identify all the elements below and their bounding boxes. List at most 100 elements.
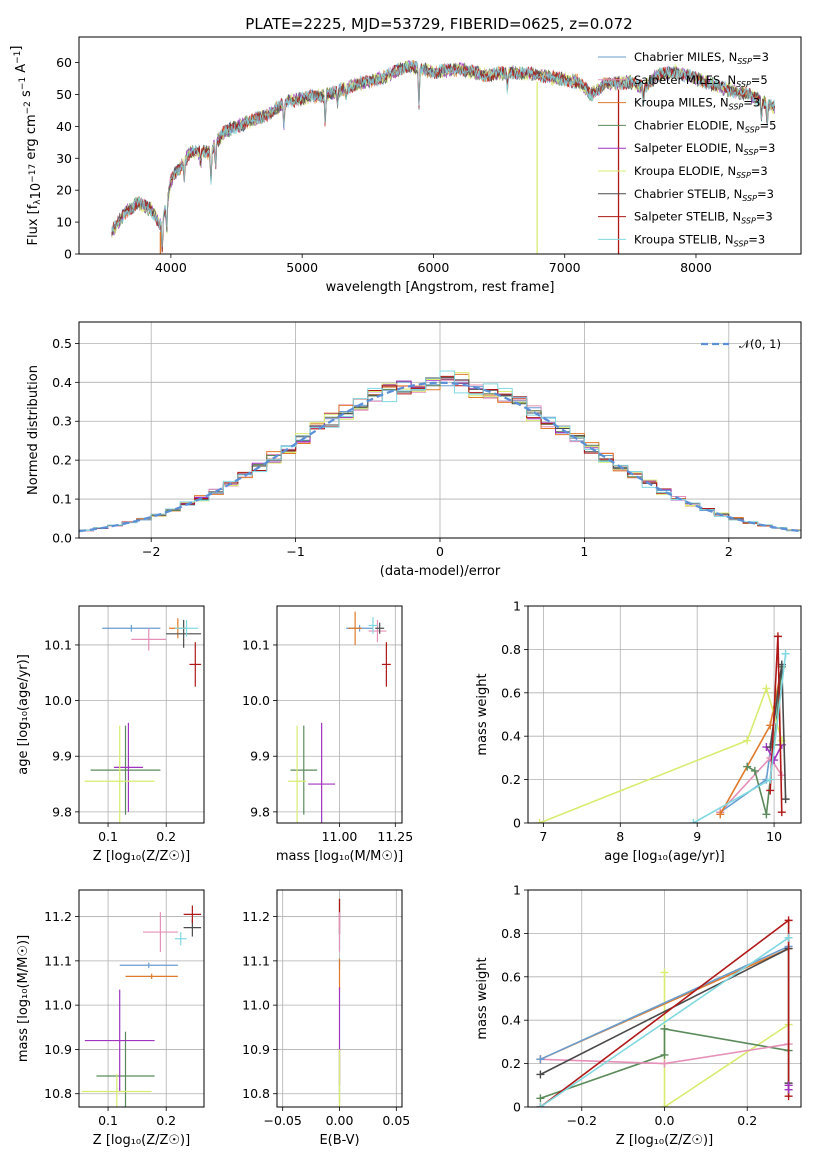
weight-point	[660, 1050, 669, 1059]
weight-point	[716, 810, 725, 819]
legend-suffix: =5	[751, 73, 768, 87]
plot-area	[79, 370, 801, 538]
errorbar-chabrier_miles	[119, 962, 178, 968]
weight-point	[762, 684, 771, 693]
x-axis-label: mass [log₁₀(M/M☉)]	[276, 849, 403, 864]
panel-spectrum: 4000 5000 6000 7000 8000 0 10 20 30 40 50 60 wavelen…	[9, 36, 802, 295]
y-tick-label: 0	[64, 247, 72, 262]
spectrum-line-chabrier_stelib	[111, 62, 775, 253]
errorbar-salpeter_miles	[368, 619, 387, 643]
y-tick-label: 10.1	[242, 637, 270, 652]
weight-line	[539, 685, 783, 823]
errorbar-chabrier_miles	[102, 624, 161, 632]
y-tick-label: 10	[56, 215, 72, 230]
legend-suffix: =3	[756, 210, 773, 224]
weight-point	[777, 808, 786, 817]
x-tick-label: 10	[766, 829, 782, 844]
legend-entry-chabrier_stelib: Chabrier STELIB, NSSP=3	[634, 187, 774, 203]
axes-frame	[78, 36, 802, 255]
weight-point	[536, 1103, 545, 1107]
weight-series-salpeter_elodie	[784, 1081, 793, 1094]
weight-point	[536, 1055, 545, 1064]
y-tick-label: 10.1	[44, 637, 72, 652]
y-tick-label: 0.6	[501, 685, 521, 700]
weight-point	[536, 1094, 545, 1103]
legend-sub: SSP	[736, 171, 751, 180]
x-axis-label: (data-model)/error	[380, 564, 501, 579]
y-tick-label: 9.8	[250, 804, 270, 819]
legend-sub: SSP	[737, 57, 752, 66]
plot-area	[111, 59, 775, 254]
weight-line	[539, 937, 790, 1107]
errorbar-chabrier_elodie	[96, 1031, 155, 1107]
y-tick-label: 30	[56, 151, 72, 166]
plot-area	[288, 611, 391, 823]
errorbar-kroupa_stelib	[368, 617, 378, 634]
x-tick-label: 0.2	[156, 1113, 176, 1128]
y-tick-label: 0.4	[501, 729, 521, 744]
legend-entry-kroupa_elodie: Kroupa ELODIE, NSSP=3	[634, 164, 768, 180]
panel-mass_vs_ebv: −0.05 0.00 0.05 10.8 10.9 11.0 11.1 11.2 E(B-V)	[242, 889, 410, 1148]
axes-frame	[78, 605, 205, 824]
legend-entry-kroupa_miles: Kroupa MILES, NSSP=3	[634, 96, 760, 112]
plot-area	[536, 916, 793, 1107]
legend-suffix: =3	[758, 141, 775, 155]
weight-point	[535, 819, 544, 823]
legend-sub: SSP	[741, 217, 756, 226]
x-tick-label: −0.05	[264, 1113, 302, 1128]
y-tick-label: 11.2	[242, 909, 270, 924]
axes-frame	[527, 889, 802, 1108]
legend-label: Salpeter MILES, N	[634, 73, 736, 87]
x-tick-label: 1	[580, 544, 588, 559]
errorbar-salpeter_stelib	[189, 642, 202, 687]
weight-point	[689, 819, 698, 823]
x-tick-label: −0.2	[567, 1113, 597, 1128]
weight-point	[660, 968, 669, 977]
weight-series-kroupa_stelib	[536, 933, 793, 1107]
legend-entry-chabrier_elodie: Chabrier ELODIE, NSSP=5	[634, 118, 776, 134]
errorbar-salpeter_elodie	[113, 722, 143, 812]
legend-label: Chabrier ELODIE, N	[634, 118, 745, 132]
x-tick-label: 8	[616, 829, 624, 844]
legend-label: Kroupa MILES, N	[634, 96, 729, 110]
errorbar-salpeter_miles	[142, 912, 178, 952]
weight-point	[784, 1085, 793, 1094]
legend-suffix: =5	[760, 118, 777, 132]
y-tick-label: 11.0	[242, 998, 270, 1013]
y-tick-label: 11.2	[44, 909, 72, 924]
panel-residuals: −2 −1 0 1 2 0.0 0.1 0.2 0.3 0.4 0.5 (data-model)/er…	[26, 321, 802, 579]
errorbar-salpeter_stelib	[381, 642, 391, 687]
legend-entry-chabrier_miles: Chabrier MILES, NSSP=3	[634, 50, 769, 66]
panel-mass_vs_Z: 0.1 0.2 10.8 10.9 11.0 11.1 11.2 Z [log₁₀(Z/Z☉)…	[16, 889, 205, 1148]
weight-series-salpeter_stelib	[766, 632, 786, 817]
y-tick-label: 11.0	[44, 998, 72, 1013]
y-tick-label: 0.2	[52, 453, 72, 468]
y-tick-label: 40	[56, 119, 72, 134]
weight-point	[743, 762, 752, 771]
y-tick-label: 0	[513, 1100, 521, 1115]
y-tick-label: 10.9	[242, 1042, 270, 1057]
legend-suffix: =3	[752, 50, 769, 64]
y-axis-label-part: ]	[9, 46, 24, 51]
y-axis-label-part: Flux [f	[26, 204, 41, 245]
y-tick-label: 0.2	[501, 772, 521, 787]
y-tick-label: 0.4	[501, 1013, 521, 1028]
errorbar-salpeter_elodie	[84, 989, 155, 1092]
y-axis-label-part: −2	[23, 101, 33, 114]
y-axis-label-part: −1	[18, 77, 28, 90]
weight-point	[743, 736, 752, 745]
y-tick-label: 0.4	[52, 375, 72, 390]
y-axis-label: Normed distribution	[26, 365, 41, 495]
errorbar-salpeter_miles	[131, 628, 167, 651]
x-axis-label: Z [log₁₀(Z/Z☉)]	[93, 849, 190, 864]
x-axis-label: Z [log₁₀(Z/Z☉)]	[616, 1133, 713, 1148]
y-tick-label: 1	[513, 599, 521, 614]
errorbar-kroupa_miles	[125, 973, 178, 980]
plot-area	[84, 618, 202, 823]
weight-point	[784, 916, 793, 925]
panel-age_vs_mass: 11.00 11.25 9.8 9.9 10.0 10.1 mass [log₁₀(M/M☉…	[242, 605, 413, 864]
legend-label: Chabrier MILES, N	[634, 50, 737, 64]
axes-frame	[276, 889, 403, 1108]
y-tick-label: 0.0	[52, 531, 72, 546]
